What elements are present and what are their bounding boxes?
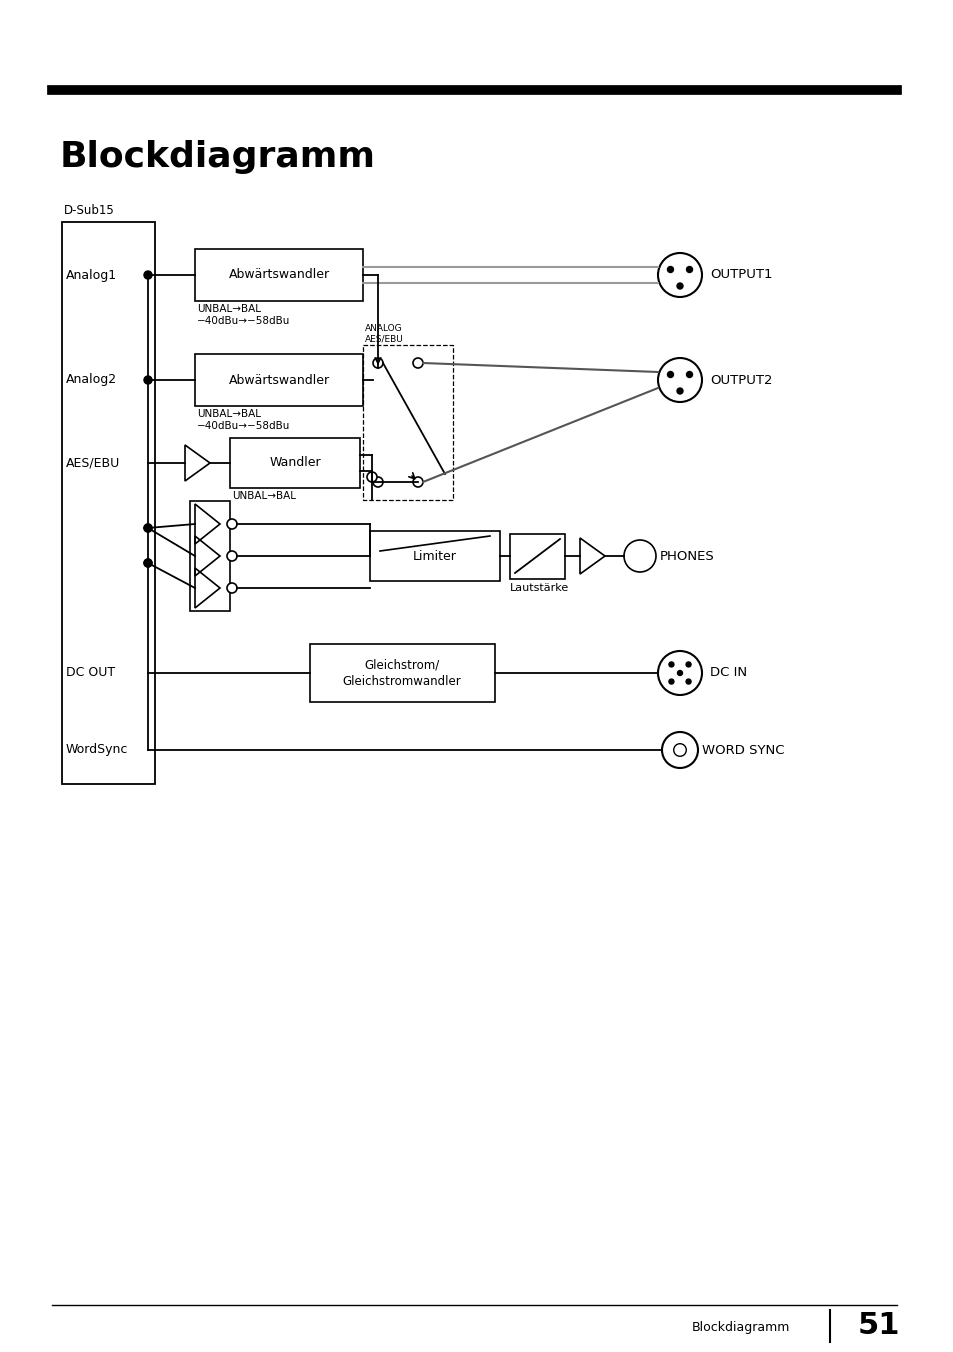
Bar [370,531,499,581]
Text: Analog1: Analog1 [66,269,117,281]
Text: Abwärtswandler: Abwärtswandler [228,269,329,281]
Text: Abwärtswandler: Abwärtswandler [228,373,329,387]
Circle shape [227,552,236,561]
Circle shape [227,519,236,529]
Bar [194,354,363,406]
Circle shape [144,525,152,531]
Text: UNBAL→BAL: UNBAL→BAL [232,491,295,502]
Circle shape [668,679,673,684]
Circle shape [685,679,690,684]
Text: PHONES: PHONES [659,549,714,562]
Circle shape [144,525,152,531]
Circle shape [667,266,673,273]
Circle shape [668,662,673,667]
Circle shape [413,358,422,368]
Circle shape [367,472,376,483]
Bar [230,438,359,488]
Circle shape [144,558,152,566]
Circle shape [677,671,681,676]
Circle shape [373,358,382,368]
Text: UNBAL→BAL
−40dBu→−58dBu: UNBAL→BAL −40dBu→−58dBu [196,410,290,431]
Circle shape [658,652,701,695]
Text: Wandler: Wandler [269,457,320,469]
Bar [310,644,495,702]
Text: Blockdiagramm: Blockdiagramm [60,141,375,174]
Circle shape [658,253,701,297]
Text: ANALOG
AES/EBU: ANALOG AES/EBU [365,323,403,343]
Text: Gleichstrom/
Gleichstromwandler: Gleichstrom/ Gleichstromwandler [342,658,461,688]
Bar [190,502,230,611]
Text: WordSync: WordSync [66,744,129,757]
Bar [194,249,363,301]
Circle shape [667,372,673,377]
Circle shape [686,372,692,377]
Text: Lautstärke: Lautstärke [510,583,569,594]
Circle shape [685,662,690,667]
Circle shape [413,477,422,487]
Circle shape [673,744,685,756]
Text: DC IN: DC IN [709,667,746,680]
Circle shape [144,558,152,566]
Bar [62,222,154,784]
Bar [363,345,453,500]
Circle shape [373,477,382,487]
Text: D-Sub15: D-Sub15 [64,204,114,218]
Text: UNBAL→BAL
−40dBu→−58dBu: UNBAL→BAL −40dBu→−58dBu [196,304,290,326]
Text: DC OUT: DC OUT [66,667,115,680]
Circle shape [686,266,692,273]
Text: 51: 51 [857,1311,899,1340]
Circle shape [661,731,698,768]
Text: OUTPUT2: OUTPUT2 [709,373,772,387]
Circle shape [677,388,682,393]
Bar [510,534,564,579]
Circle shape [144,376,152,384]
Text: OUTPUT1: OUTPUT1 [709,269,772,281]
Text: Limiter: Limiter [413,549,456,562]
Circle shape [658,358,701,402]
Text: Analog2: Analog2 [66,373,117,387]
Circle shape [227,583,236,594]
Text: Blockdiagramm: Blockdiagramm [691,1321,789,1334]
Circle shape [144,270,152,279]
Text: WORD SYNC: WORD SYNC [701,744,783,757]
Text: AES/EBU: AES/EBU [66,457,120,469]
Circle shape [677,283,682,289]
Circle shape [623,539,656,572]
